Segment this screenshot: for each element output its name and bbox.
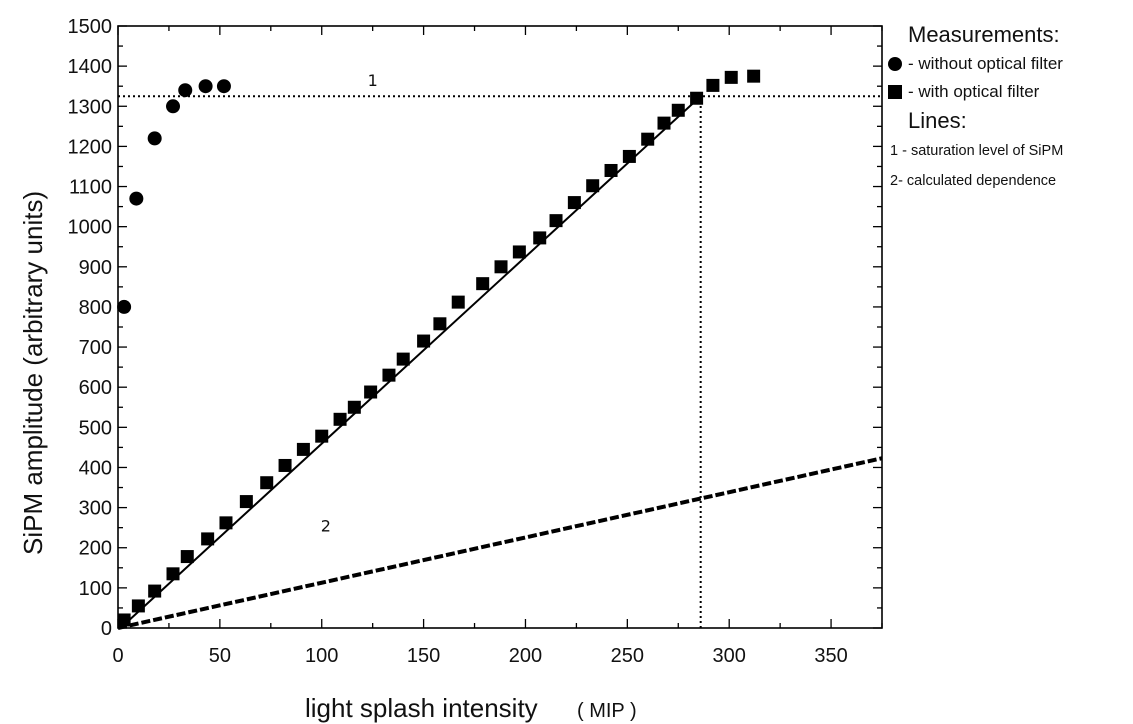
x-tick-label: 50 <box>209 645 231 667</box>
square-point <box>451 295 465 309</box>
y-tick-label: 600 <box>79 377 112 399</box>
line-label-1: 1 <box>368 71 378 90</box>
square-point <box>148 584 162 598</box>
square-point <box>433 317 447 331</box>
square-point <box>396 352 410 366</box>
legend-item-label: - without optical filter <box>908 54 1063 73</box>
plot-frame <box>117 25 883 629</box>
square-point <box>657 116 671 130</box>
square-point <box>641 132 655 146</box>
y-tick-label: 500 <box>79 417 112 439</box>
y-tick-label: 900 <box>79 257 112 279</box>
y-tick-label: 1100 <box>69 177 112 199</box>
square-point <box>567 196 581 210</box>
y-tick-label: 1500 <box>68 16 113 38</box>
square-point <box>382 368 396 382</box>
square-point <box>586 179 600 193</box>
legend-line-calculated: 2- calculated dependence <box>890 173 1057 189</box>
y-tick-label: 300 <box>79 498 112 520</box>
axes <box>117 25 883 629</box>
legend: Measurements: - without optical filter -… <box>886 20 1131 196</box>
y-axis-title: SiPM amplitude (arbitrary units) <box>18 191 48 555</box>
square-point <box>622 149 636 163</box>
legend-lines-heading: Lines: <box>908 108 967 133</box>
square-point <box>494 260 508 274</box>
square-point <box>512 245 526 259</box>
x-tick-label: 150 <box>407 645 440 667</box>
legend-item-without-filter: - without optical filter <box>886 50 1131 78</box>
circle-marker-icon <box>888 57 902 71</box>
square-point <box>604 163 618 177</box>
legend-measurements-heading: Measurements: <box>908 22 1060 47</box>
x-tick-label: 0 <box>112 645 123 667</box>
circle-point <box>198 79 213 94</box>
square-point <box>533 231 547 245</box>
legend-item-label: - with optical filter <box>908 82 1040 101</box>
x-axis-title: light splash intensity <box>305 693 538 723</box>
square-point <box>476 277 490 291</box>
y-tick-label: 1400 <box>68 56 113 78</box>
x-axis-unit: ( MIP ) <box>577 700 637 722</box>
square-point <box>333 412 347 426</box>
square-point <box>166 567 180 581</box>
x-tick-label: 200 <box>509 645 542 667</box>
tick-labels: 0100200300400500600700800900100011001200… <box>68 16 848 667</box>
x-tick-label: 350 <box>814 645 847 667</box>
square-point <box>131 599 145 613</box>
fit-line <box>123 95 702 626</box>
square-point <box>671 103 685 117</box>
square-point <box>549 214 563 228</box>
circle-point <box>166 99 181 114</box>
y-tick-label: 200 <box>79 538 112 560</box>
circle-point <box>178 83 193 98</box>
square-point <box>260 476 274 490</box>
square-marker-icon <box>888 85 902 99</box>
square-point <box>690 91 704 105</box>
square-point <box>180 550 194 564</box>
square-point <box>278 458 292 472</box>
x-tick-label: 250 <box>611 645 644 667</box>
square-point <box>296 442 310 456</box>
y-tick-label: 400 <box>79 457 112 479</box>
legend-item-with-filter: - with optical filter <box>886 78 1131 106</box>
square-point <box>347 400 361 414</box>
y-tick-label: 1000 <box>68 217 113 239</box>
square-point <box>706 78 720 92</box>
circle-point <box>147 131 162 146</box>
y-tick-label: 800 <box>79 297 112 319</box>
circle-point <box>129 191 144 206</box>
y-tick-label: 700 <box>79 337 112 359</box>
square-point <box>219 516 233 530</box>
y-tick-label: 1200 <box>68 136 113 158</box>
square-point <box>724 70 738 84</box>
legend-line-saturation: 1 - saturation level of SiPM <box>890 143 1064 159</box>
x-tick-label: 300 <box>713 645 746 667</box>
square-point <box>201 532 215 546</box>
y-tick-label: 0 <box>101 618 112 640</box>
y-tick-label: 100 <box>79 578 112 600</box>
square-point <box>364 385 378 399</box>
square-point <box>239 495 253 509</box>
square-point <box>117 613 131 627</box>
x-tick-label: 100 <box>305 645 338 667</box>
square-point <box>417 334 431 348</box>
square-point <box>747 69 761 83</box>
dashed-line <box>117 456 883 630</box>
line-label-2: 2 <box>321 517 331 536</box>
y-tick-label: 1300 <box>68 96 113 118</box>
square-point <box>315 429 329 443</box>
circle-point <box>117 299 132 314</box>
reference-lines: 12 <box>117 71 883 630</box>
data-points <box>117 69 761 627</box>
circle-point <box>216 79 231 94</box>
